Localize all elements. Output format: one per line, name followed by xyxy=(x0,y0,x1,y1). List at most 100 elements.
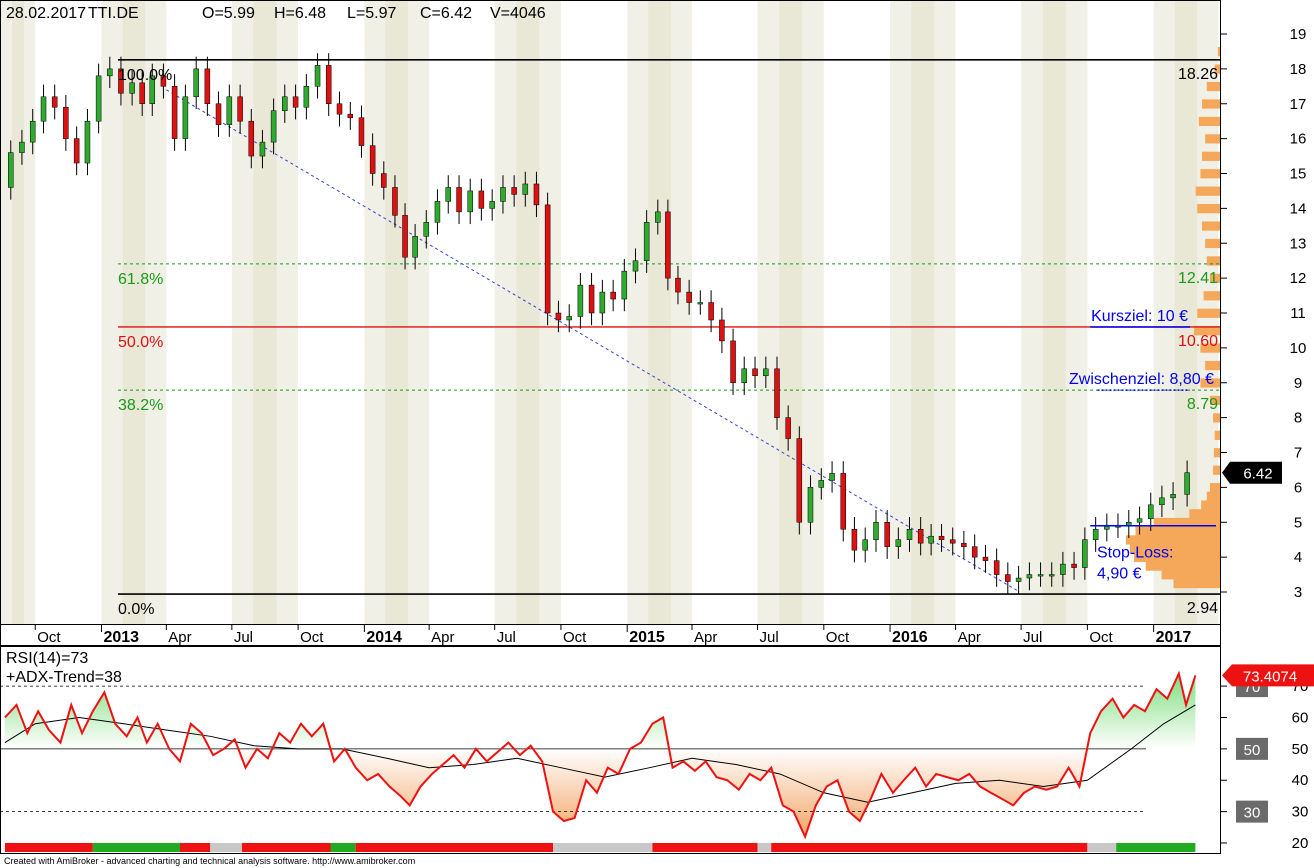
candle-body xyxy=(1159,497,1165,506)
rsi-last-text: 73.4074 xyxy=(1243,668,1297,685)
volume-profile-bar xyxy=(1206,491,1221,501)
candle-body xyxy=(95,75,102,122)
header-high: H=6.48 xyxy=(274,5,326,22)
candle-body xyxy=(248,120,255,157)
candle-body xyxy=(259,141,266,157)
fib-value-100: 18.26 xyxy=(1178,66,1218,83)
shading-band-core xyxy=(779,1,803,624)
volume-profile-bar xyxy=(1126,535,1221,545)
price-tick-label: 11 xyxy=(1290,305,1306,322)
candle-body xyxy=(851,528,858,551)
rsi-pane: RSI(14)=73 +ADX-Trend=38 xyxy=(0,646,1221,854)
ribbon-segment xyxy=(757,843,772,852)
price-tick-label: 3 xyxy=(1294,584,1302,601)
candle-body xyxy=(697,302,704,305)
candle-body xyxy=(1060,563,1066,575)
header-volume: V=4046 xyxy=(490,5,546,22)
rsi-tick-label: 50 xyxy=(1292,741,1309,758)
candle-body xyxy=(533,183,540,206)
price-axis: 3 4 5 6 7 8 9 10 11 12 13 14 15 16 17 18 19 xyxy=(1221,26,1306,601)
candle-body xyxy=(489,201,495,209)
volume-profile-bar xyxy=(1203,291,1221,301)
volume-profile-bar xyxy=(1145,561,1221,571)
price-tick-label: 14 xyxy=(1290,200,1307,217)
rsi-pane-border xyxy=(0,646,1221,854)
candle-body xyxy=(29,120,36,143)
candle-body xyxy=(643,222,650,261)
volume-profile-bar xyxy=(1213,413,1221,423)
price-tick-label: 15 xyxy=(1290,166,1307,183)
rsi-level-label: 30 xyxy=(1244,805,1261,822)
candle-body xyxy=(1048,574,1055,577)
candle-body xyxy=(917,528,924,544)
price-pane-background xyxy=(0,0,1221,646)
ribbon-segment xyxy=(771,843,1088,852)
shading-band-core xyxy=(516,1,540,624)
rsi-lines xyxy=(4,670,1197,840)
candle-body xyxy=(632,260,639,272)
volume-profile-bar xyxy=(1205,238,1221,249)
candle-body xyxy=(675,277,681,293)
volume-profile-bar xyxy=(1205,360,1221,371)
price-tick-label: 7 xyxy=(1294,445,1302,462)
candle-body xyxy=(906,528,913,540)
price-tick-label: 5 xyxy=(1294,514,1302,531)
candle-body xyxy=(270,110,277,143)
year-label: 2013 xyxy=(103,629,139,646)
fib-label-382: 38.2% xyxy=(118,397,163,414)
fib-value-0: 2.94 xyxy=(1187,600,1218,617)
candle-body xyxy=(840,473,846,530)
candle-body xyxy=(292,96,299,108)
ribbon-segment xyxy=(92,843,180,852)
year-label: 2014 xyxy=(366,629,402,646)
volume-profile-bar xyxy=(1173,578,1221,589)
trendline-segment xyxy=(166,89,1018,591)
target-lines xyxy=(1090,326,1216,527)
candle-body xyxy=(118,68,124,94)
price-tick-label: 13 xyxy=(1290,235,1307,252)
month-label: Jul xyxy=(497,629,516,646)
month-label: Oct xyxy=(826,629,850,646)
candle-body xyxy=(445,187,451,202)
month-label: Oct xyxy=(1089,629,1113,646)
header-open: O=5.99 xyxy=(202,5,255,22)
candle-body xyxy=(1147,504,1154,520)
price-tick-label: 10 xyxy=(1290,340,1307,357)
volume-profile-bar xyxy=(1161,570,1221,580)
candle-body xyxy=(149,75,156,104)
shading-band-core xyxy=(1042,1,1066,624)
price-path xyxy=(8,53,1190,594)
ribbon-segment xyxy=(1087,843,1117,852)
candle-body xyxy=(478,190,485,209)
candle-body xyxy=(1092,528,1099,540)
candle-body xyxy=(381,173,387,188)
volume-profile-bar xyxy=(1202,99,1221,109)
fib-label-100: 100.0% xyxy=(118,67,172,84)
shading-band-core xyxy=(1174,1,1198,624)
candle-body xyxy=(1170,494,1176,499)
adx-legend: +ADX-Trend=38 xyxy=(6,669,122,686)
volume-profile-bar xyxy=(1194,326,1221,336)
volume-profile-bar xyxy=(1197,308,1221,318)
header-close: C=6.42 xyxy=(420,5,472,22)
candle-body xyxy=(226,96,233,125)
candle-body xyxy=(1026,574,1033,579)
volume-profile-bar xyxy=(1198,116,1221,127)
price-pane-border xyxy=(0,0,1221,646)
candle-body xyxy=(204,68,211,104)
ribbon-segment xyxy=(652,843,758,852)
fib-label-50: 50.0% xyxy=(118,334,163,351)
volume-profile-bar xyxy=(1200,378,1221,388)
rsi-guides xyxy=(0,685,1146,813)
candle-body xyxy=(73,138,80,164)
trendline xyxy=(166,89,1018,591)
candle-body xyxy=(51,96,58,108)
candle-body xyxy=(456,187,462,213)
year-label: 2017 xyxy=(1156,629,1192,646)
candle-body xyxy=(763,368,769,377)
month-label: Jul xyxy=(234,629,253,646)
candle-body xyxy=(785,417,791,439)
candle-body xyxy=(796,438,803,523)
volume-profile-bar xyxy=(1213,465,1221,475)
